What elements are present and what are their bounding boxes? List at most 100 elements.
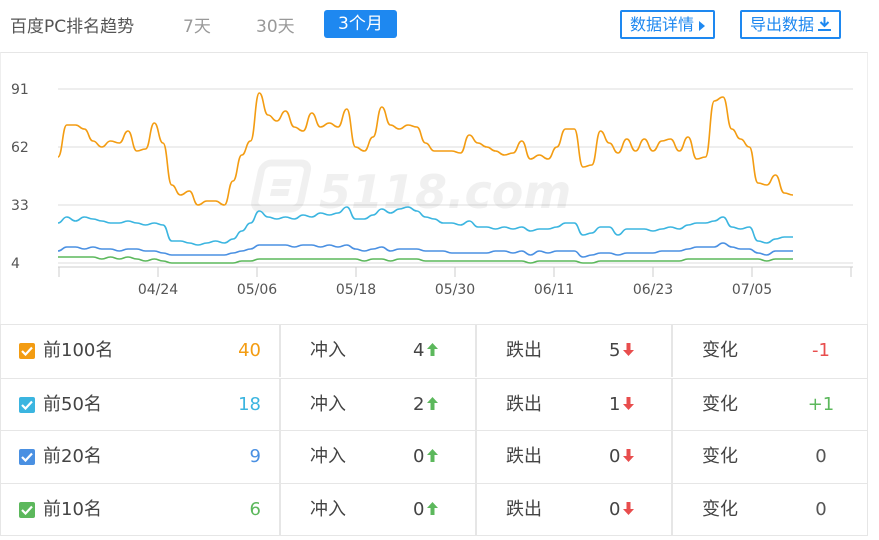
out-label: 跌出 [506, 393, 542, 415]
column-divider [671, 431, 673, 483]
in-value-cell: 4 [413, 325, 439, 377]
y-tick-label: 33 [11, 198, 29, 214]
checkbox[interactable] [19, 343, 35, 359]
series-line [58, 256, 793, 264]
series-line [57, 206, 793, 246]
checkbox[interactable] [19, 449, 35, 465]
check-icon [21, 505, 33, 515]
watermark-logo-icon [251, 159, 312, 213]
arrow-down-icon [623, 325, 635, 377]
rank-label: 前10名 [43, 498, 102, 520]
column-divider [279, 325, 281, 377]
in-value-cell: 0 [413, 484, 439, 536]
out-value-cell: 0 [609, 431, 635, 483]
stats-row: 前20名 9 冲入 0 跌出 0 变化 0 [1, 430, 867, 483]
in-label: 冲入 [310, 393, 346, 415]
series-line [57, 92, 794, 206]
out-value: 1 [609, 393, 621, 415]
change-label: 变化 [702, 393, 738, 415]
arrow-down-icon [623, 379, 635, 431]
column-divider [279, 378, 281, 431]
column-divider [475, 325, 477, 377]
out-value: 0 [609, 498, 621, 520]
rank-label: 前50名 [43, 393, 102, 415]
arrow-up-icon [427, 484, 439, 536]
in-value: 0 [413, 498, 425, 520]
column-divider [475, 431, 477, 483]
out-value-cell: 5 [609, 325, 635, 377]
tab-30-days[interactable]: 30天 [256, 17, 295, 37]
column-divider [475, 483, 477, 536]
x-tick-label: 06/11 [534, 282, 574, 298]
rank-label: 前20名 [43, 446, 102, 467]
series-line [57, 242, 793, 258]
chart-svg: 5118.com 91 62 33 4 04/24 05/06 05/18 05/30 06/… [11, 82, 853, 298]
rank-count[interactable]: 40 [238, 340, 261, 361]
out-value: 5 [609, 340, 621, 361]
caret-right-icon [698, 13, 706, 38]
y-tick-label: 4 [11, 256, 20, 272]
column-divider [279, 431, 281, 483]
column-divider [279, 483, 281, 536]
in-value: 0 [413, 446, 425, 467]
arrow-up-icon [427, 431, 439, 483]
out-value-cell: 1 [609, 379, 635, 431]
out-value: 0 [609, 446, 621, 467]
column-divider [475, 378, 477, 431]
x-tick-label: 07/05 [732, 282, 772, 298]
data-detail-button[interactable]: 数据详情 [620, 10, 716, 39]
x-tick-label: 05/18 [336, 282, 376, 298]
change-value: +1 [807, 393, 835, 415]
export-data-button[interactable]: 导出数据 [740, 10, 842, 39]
check-icon [21, 346, 33, 356]
out-value-cell: 0 [609, 484, 635, 536]
out-label: 跌出 [506, 498, 542, 520]
rank-count[interactable]: 18 [238, 393, 261, 415]
column-divider [671, 483, 673, 536]
data-detail-label: 数据详情 [630, 15, 695, 34]
in-value-cell: 2 [413, 379, 439, 431]
ranking-trend-chart: 5118.com 91 62 33 4 04/24 05/06 05/18 05/30 06/… [0, 52, 868, 324]
stats-row: 前100名 40 冲入 4 跌出 5 变化 -1 [1, 325, 867, 378]
checkbox[interactable] [19, 501, 35, 518]
x-tick-label: 04/24 [138, 282, 178, 298]
y-tick-label: 91 [11, 82, 29, 98]
change-value: 0 [815, 446, 827, 467]
arrow-down-icon [623, 484, 635, 536]
checkbox[interactable] [19, 396, 35, 413]
arrow-up-icon [427, 379, 439, 431]
column-divider [671, 378, 673, 431]
change-value: -1 [812, 340, 830, 361]
y-axis: 91 62 33 4 [11, 82, 29, 272]
in-value: 4 [413, 340, 425, 361]
out-label: 跌出 [506, 446, 542, 467]
x-tick-label: 05/30 [435, 282, 475, 298]
ranking-stats-table: 前100名 40 冲入 4 跌出 5 变化 -1 前50名 18 冲入 2 跌出 1 变化 +1 前20名 9 冲入… [0, 324, 868, 536]
x-axis: 04/24 05/06 05/18 05/30 06/11 06/23 07/05 [58, 266, 853, 298]
in-label: 冲入 [310, 446, 346, 467]
arrow-down-icon [623, 431, 635, 483]
y-tick-label: 62 [11, 140, 29, 156]
in-value: 2 [413, 393, 425, 415]
change-label: 变化 [702, 446, 738, 467]
out-label: 跌出 [506, 340, 542, 361]
x-tick-label: 05/06 [237, 282, 277, 298]
chart-series [57, 92, 794, 264]
tab-7-days[interactable]: 7天 [183, 17, 211, 37]
arrow-up-icon [427, 325, 439, 377]
tab-3-months[interactable]: 3个月 [324, 10, 397, 38]
page-title: 百度PC排名趋势 [10, 17, 135, 37]
check-icon [21, 452, 33, 462]
rank-count[interactable]: 9 [249, 446, 261, 467]
header: 百度PC排名趋势 7天 30天 3个月 数据详情 导出数据 [0, 0, 879, 52]
column-divider [671, 325, 673, 377]
in-label: 冲入 [310, 340, 346, 361]
x-tick-label: 06/23 [633, 282, 673, 298]
rank-count[interactable]: 6 [249, 498, 261, 520]
rank-label: 前100名 [43, 340, 114, 361]
watermark: 5118.com [251, 159, 571, 219]
export-data-label: 导出数据 [750, 15, 815, 34]
stats-row: 前10名 6 冲入 0 跌出 0 变化 0 [1, 482, 867, 536]
stats-row: 前50名 18 冲入 2 跌出 1 变化 +1 [1, 377, 867, 431]
change-value: 0 [815, 498, 827, 520]
